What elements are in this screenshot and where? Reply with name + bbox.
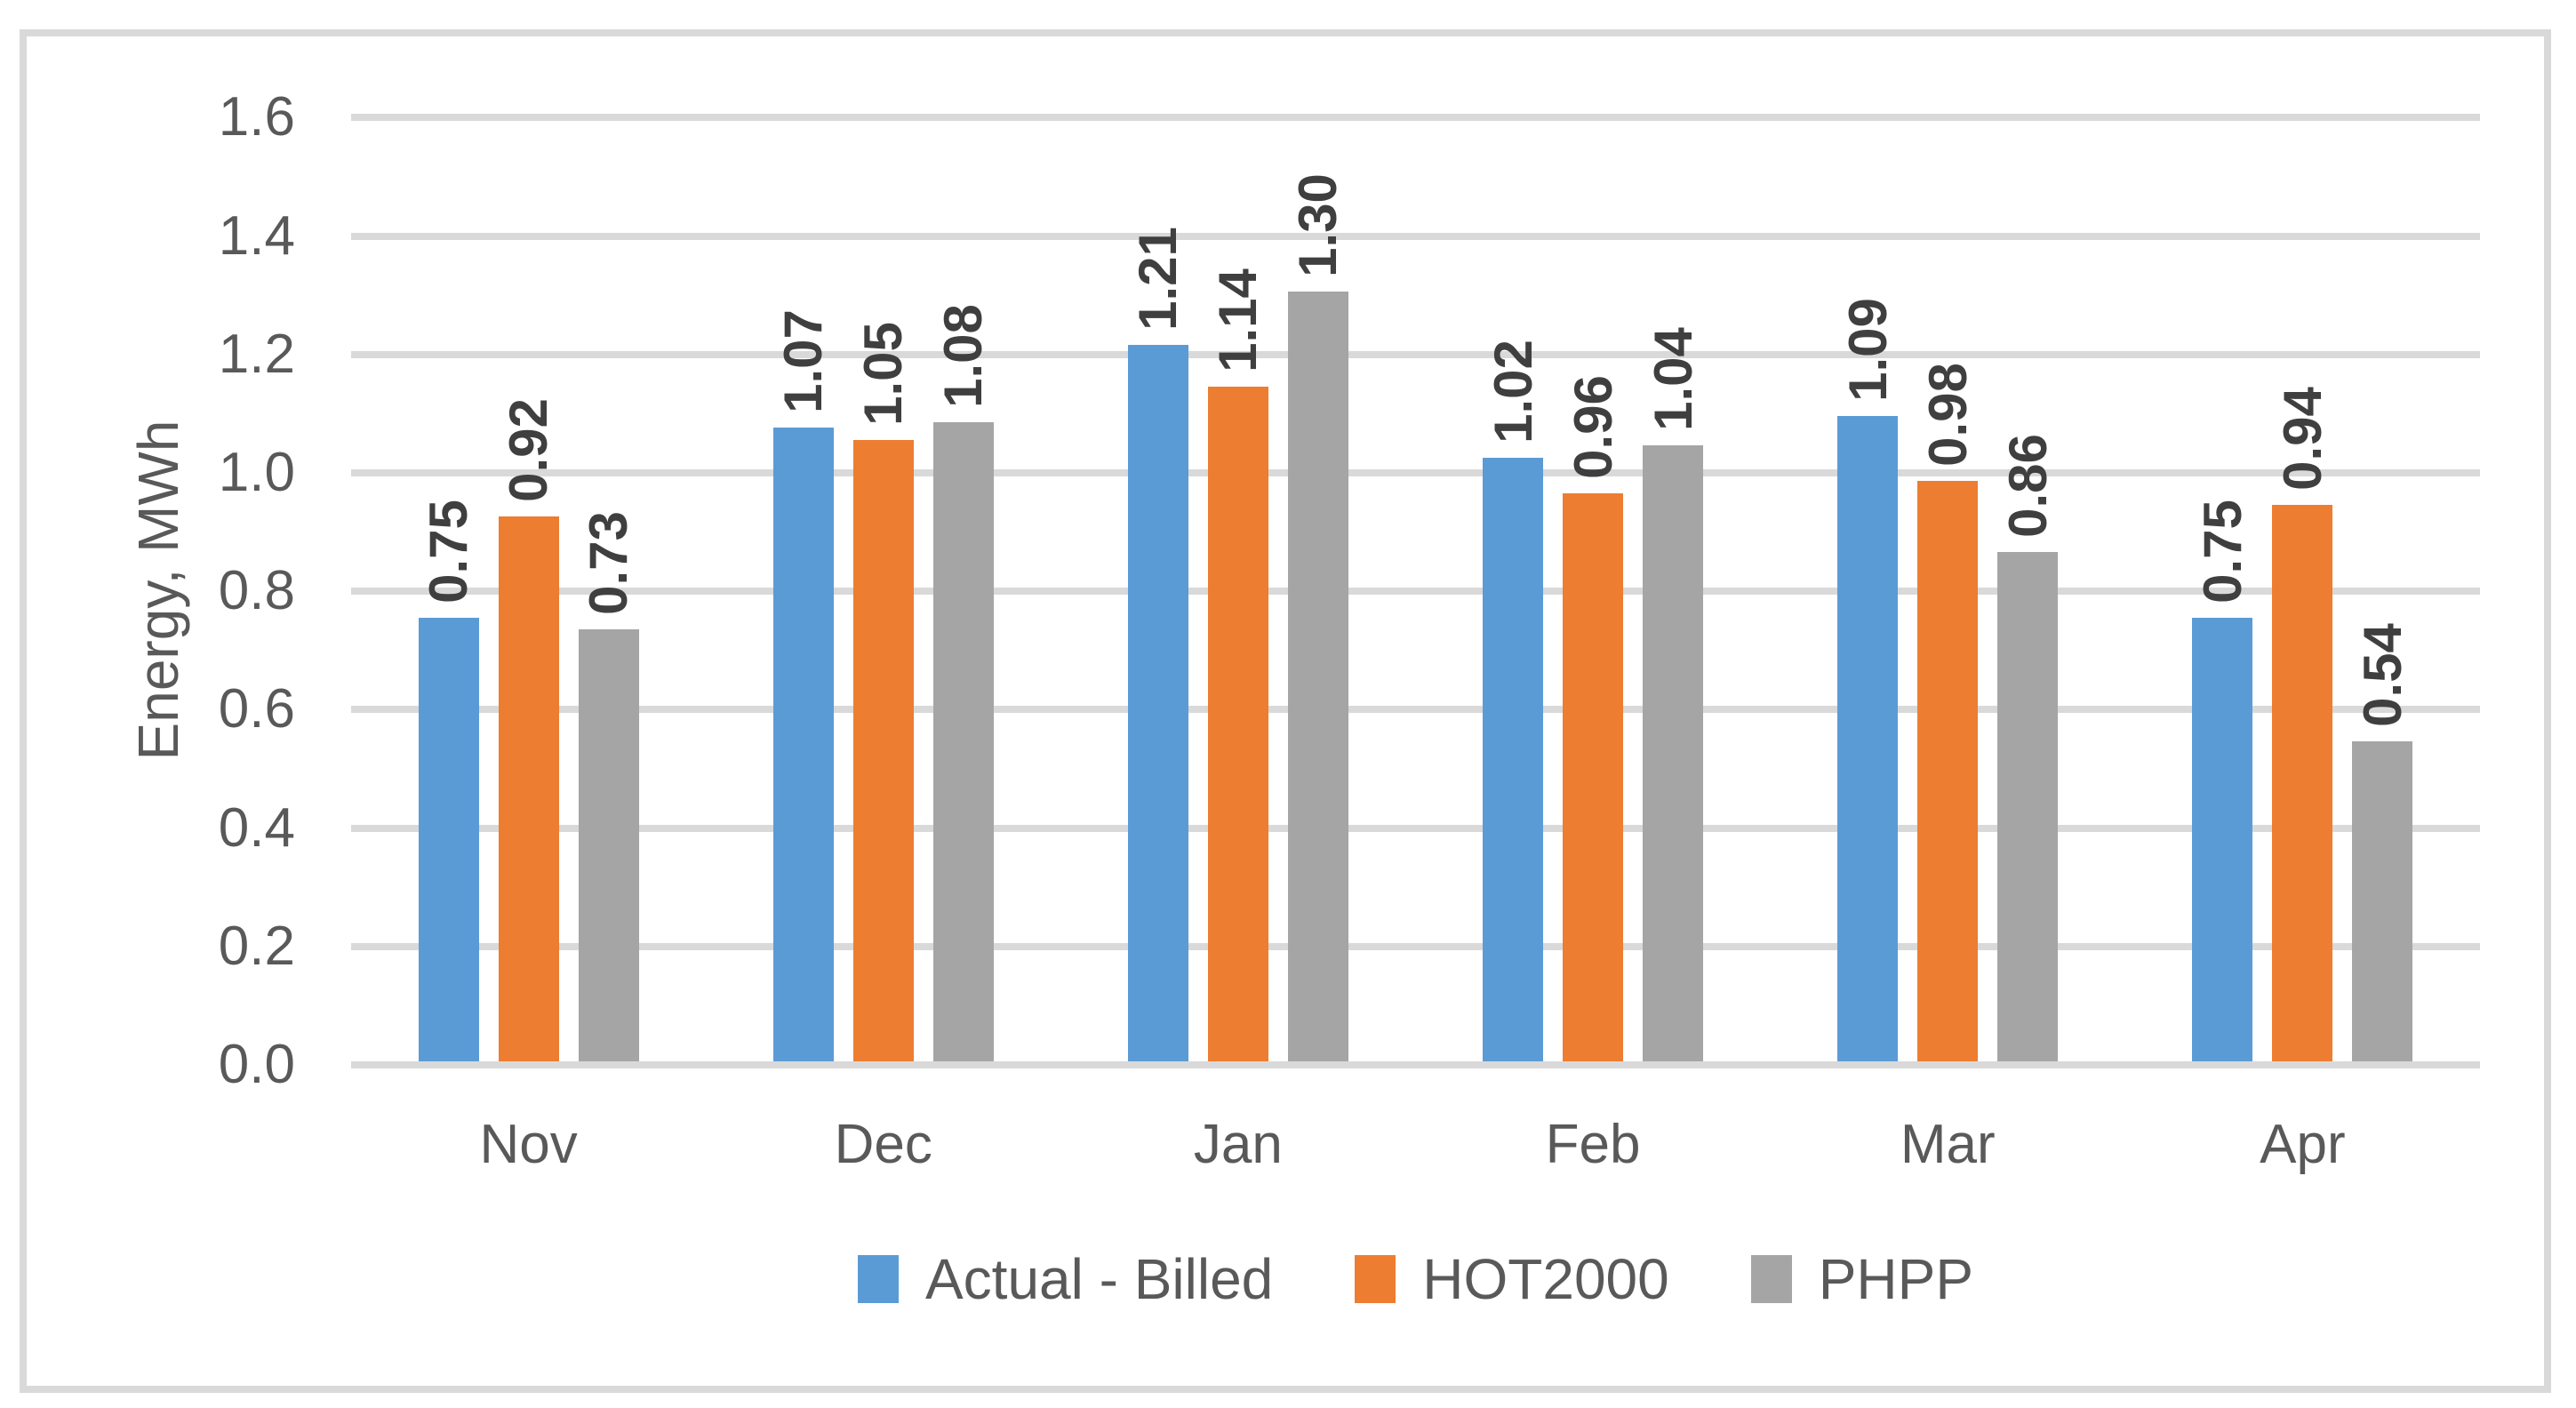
data-label-actual-billed: 1.21 (1128, 227, 1188, 332)
data-label-phpp: 1.04 (1643, 327, 1703, 432)
data-label-hot2000: 0.94 (2272, 387, 2332, 491)
data-label-hot2000: 1.14 (1208, 268, 1268, 372)
y-tick-label: 1.4 (218, 204, 295, 267)
bar-hot2000 (852, 439, 914, 1061)
bar-hot2000 (1563, 492, 1624, 1061)
x-category-label: Mar (1900, 1114, 1996, 1175)
data-label-actual-billed: 0.75 (418, 499, 478, 604)
data-label-actual-billed: 0.75 (2192, 499, 2252, 604)
y-tick-label: 0.4 (218, 796, 295, 859)
data-label-actual-billed: 1.02 (1483, 339, 1543, 444)
gridline (351, 824, 2480, 832)
data-label-hot2000: 1.05 (853, 321, 914, 426)
data-label-phpp: 1.30 (1288, 173, 1348, 278)
y-axis-title: Energy, MWh (126, 420, 190, 761)
gridline (351, 706, 2480, 714)
y-tick-label: 1.0 (218, 442, 295, 503)
data-label-phpp: 0.73 (578, 510, 638, 615)
bar-actual-billed (418, 617, 479, 1061)
data-label-hot2000: 0.96 (1563, 374, 1623, 479)
legend-item-hot2000: HOT2000 (1355, 1246, 1669, 1312)
data-label-actual-billed: 1.07 (773, 309, 834, 414)
bar-actual-billed (772, 428, 834, 1061)
y-tick-label: 0.8 (218, 560, 295, 622)
bar-phpp (578, 628, 639, 1061)
x-axis-line (351, 1061, 2480, 1068)
bar-actual-billed (1837, 416, 1899, 1061)
bar-hot2000 (498, 516, 559, 1061)
bar-actual-billed (1483, 457, 1544, 1061)
gridline (351, 469, 2480, 476)
bar-actual-billed (2192, 617, 2253, 1061)
bar-phpp (1643, 445, 1704, 1061)
x-category-label: Jan (1193, 1114, 1283, 1175)
y-tick-label: 0.0 (218, 1034, 295, 1095)
legend-label-actual-billed: Actual - Billed (924, 1247, 1274, 1311)
bar-hot2000 (1917, 481, 1979, 1061)
x-category-label: Apr (2260, 1114, 2346, 1175)
legend-label-phpp: PHPP (1818, 1247, 1974, 1311)
y-tick-label: 1.6 (218, 86, 295, 148)
bar-hot2000 (2272, 504, 2333, 1061)
bar-phpp (1997, 552, 2059, 1061)
x-category-label: Feb (1545, 1114, 1641, 1175)
data-label-phpp: 0.54 (2352, 623, 2412, 728)
legend: Actual - Billed HOT2000 PHPP (351, 1246, 2480, 1312)
bar-phpp (2352, 741, 2413, 1061)
gridline (351, 114, 2480, 122)
legend-swatch-phpp (1750, 1255, 1792, 1303)
legend-label-hot2000: HOT2000 (1422, 1247, 1669, 1311)
x-category-label: Dec (834, 1114, 932, 1175)
y-tick-label: 1.2 (218, 323, 295, 385)
data-label-hot2000: 0.92 (498, 398, 558, 503)
y-tick-label: 0.6 (218, 678, 295, 740)
bar-phpp (1287, 292, 1348, 1061)
legend-swatch-actual-billed (857, 1255, 899, 1303)
data-label-phpp: 1.08 (933, 303, 994, 408)
legend-swatch-hot2000 (1355, 1255, 1396, 1303)
data-label-hot2000: 0.98 (1917, 363, 1978, 468)
legend-item-actual-billed: Actual - Billed (857, 1246, 1274, 1312)
gridline (351, 588, 2480, 596)
y-tick-label: 0.2 (218, 915, 295, 977)
bar-phpp (932, 421, 994, 1061)
data-label-phpp: 0.86 (1997, 434, 2058, 539)
bar-hot2000 (1207, 386, 1268, 1061)
gridline (351, 350, 2480, 358)
x-category-label: Nov (479, 1114, 578, 1175)
gridline (351, 232, 2480, 240)
bar-actual-billed (1127, 345, 1188, 1061)
gridline (351, 942, 2480, 950)
data-label-actual-billed: 1.09 (1837, 298, 1898, 402)
legend-item-phpp: PHPP (1750, 1246, 1974, 1312)
